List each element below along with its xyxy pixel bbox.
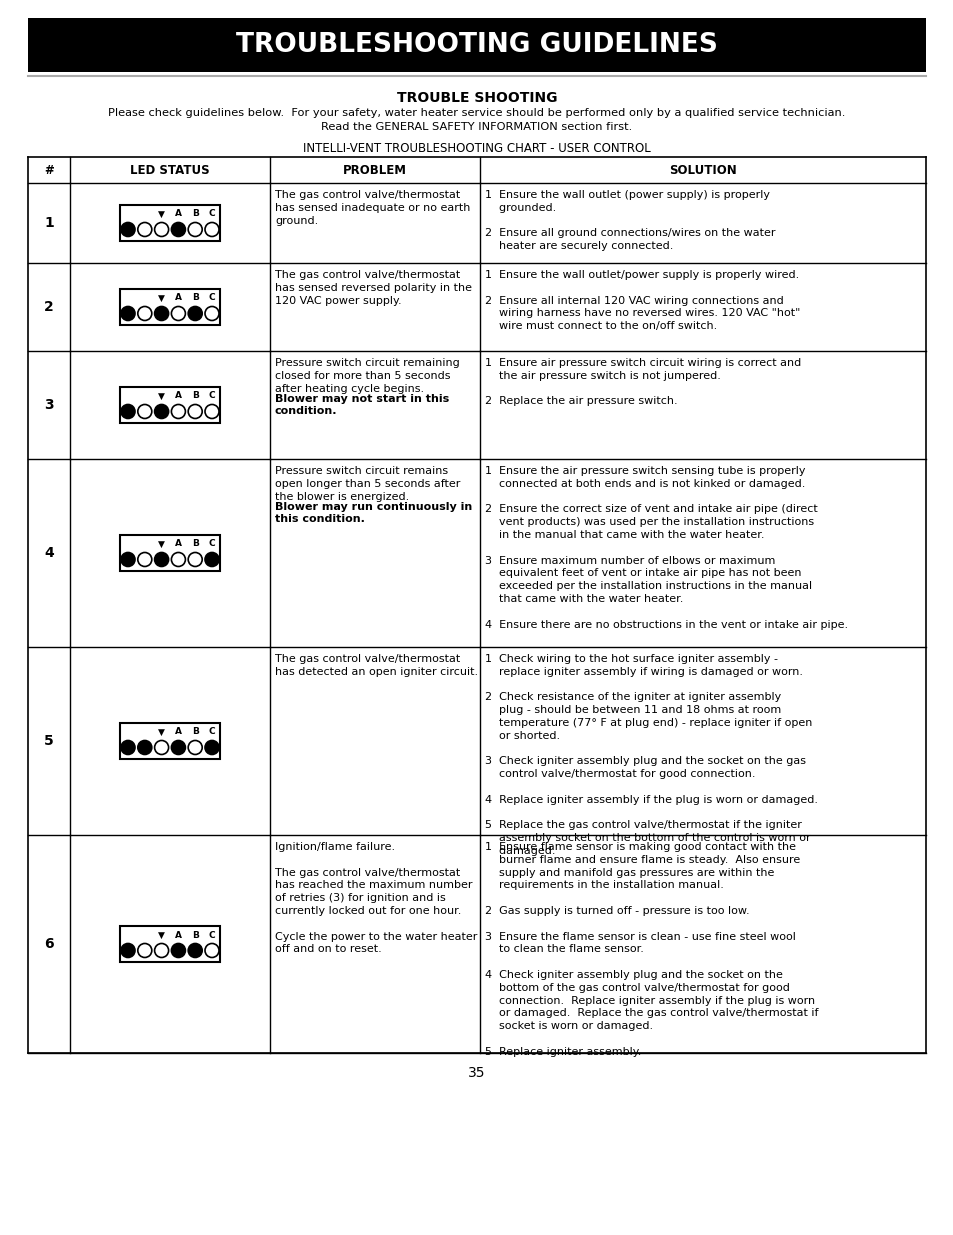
Text: C: C — [209, 540, 215, 548]
Circle shape — [137, 222, 152, 236]
Text: LED STATUS: LED STATUS — [130, 163, 210, 177]
Text: B: B — [192, 930, 198, 940]
Text: ▼: ▼ — [158, 294, 165, 303]
Text: C: C — [209, 391, 215, 400]
Circle shape — [172, 944, 185, 957]
Text: 35: 35 — [468, 1066, 485, 1079]
Text: PROBLEM: PROBLEM — [343, 163, 407, 177]
Circle shape — [205, 405, 219, 419]
Text: TROUBLESHOOTING GUIDELINES: TROUBLESHOOTING GUIDELINES — [235, 32, 718, 58]
Text: INTELLI-VENT TROUBLESHOOTING CHART - USER CONTROL: INTELLI-VENT TROUBLESHOOTING CHART - USE… — [303, 142, 650, 156]
Text: C: C — [209, 210, 215, 219]
Circle shape — [188, 944, 202, 957]
Circle shape — [188, 552, 202, 567]
Circle shape — [172, 741, 185, 755]
Circle shape — [205, 552, 219, 567]
Text: SOLUTION: SOLUTION — [668, 163, 736, 177]
Bar — [28, 19, 925, 72]
Text: ▼: ▼ — [158, 210, 165, 219]
Text: 1  Ensure the wall outlet/power supply is properly wired.

2  Ensure all interna: 1 Ensure the wall outlet/power supply is… — [484, 270, 800, 331]
Circle shape — [154, 552, 169, 567]
Circle shape — [205, 222, 219, 236]
Circle shape — [121, 552, 135, 567]
Text: Please check guidelines below.  For your safety, water heater service should be : Please check guidelines below. For your … — [109, 107, 844, 119]
Circle shape — [172, 306, 185, 320]
Circle shape — [137, 741, 152, 755]
Circle shape — [137, 944, 152, 957]
Circle shape — [205, 944, 219, 957]
Circle shape — [121, 222, 135, 236]
Text: C: C — [209, 294, 215, 303]
Circle shape — [154, 741, 169, 755]
Circle shape — [121, 944, 135, 957]
Text: ▼: ▼ — [158, 540, 165, 548]
Text: 1  Ensure the air pressure switch sensing tube is properly
    connected at both: 1 Ensure the air pressure switch sensing… — [484, 466, 847, 630]
Text: The gas control valve/thermostat
has sensed inadequate or no earth
ground.: The gas control valve/thermostat has sen… — [274, 190, 470, 226]
Circle shape — [137, 552, 152, 567]
Text: #: # — [44, 163, 53, 177]
Circle shape — [154, 306, 169, 320]
Circle shape — [137, 405, 152, 419]
Text: The gas control valve/thermostat
has detected an open igniter circuit.: The gas control valve/thermostat has det… — [274, 655, 477, 677]
Bar — [120, 926, 220, 962]
Bar — [120, 387, 220, 424]
Text: 1  Ensure flame sensor is making good contact with the
    burner flame and ensu: 1 Ensure flame sensor is making good con… — [484, 842, 818, 1057]
Text: A: A — [174, 391, 182, 400]
Text: 2: 2 — [44, 300, 53, 314]
Text: Pressure switch circuit remaining
closed for more than 5 seconds
after heating c: Pressure switch circuit remaining closed… — [274, 358, 459, 394]
Text: A: A — [174, 540, 182, 548]
Text: B: B — [192, 294, 198, 303]
Text: 1  Check wiring to the hot surface igniter assembly -
    replace igniter assemb: 1 Check wiring to the hot surface ignite… — [484, 655, 817, 856]
Circle shape — [205, 741, 219, 755]
Text: 1: 1 — [44, 216, 53, 230]
Bar — [120, 289, 220, 325]
Bar — [120, 535, 220, 571]
Text: 1  Ensure air pressure switch circuit wiring is correct and
    the air pressure: 1 Ensure air pressure switch circuit wir… — [484, 358, 801, 406]
Circle shape — [121, 405, 135, 419]
Text: 6: 6 — [44, 937, 53, 951]
Circle shape — [188, 222, 202, 236]
Text: 5: 5 — [44, 734, 53, 748]
Text: A: A — [174, 294, 182, 303]
Circle shape — [154, 405, 169, 419]
Circle shape — [121, 306, 135, 320]
Text: C: C — [209, 930, 215, 940]
Text: B: B — [192, 727, 198, 736]
Circle shape — [188, 405, 202, 419]
Text: Pressure switch circuit remains
open longer than 5 seconds after
the blower is e: Pressure switch circuit remains open lon… — [274, 466, 460, 501]
Text: ▼: ▼ — [158, 391, 165, 400]
Text: 1  Ensure the wall outlet (power supply) is properly
    grounded.

2  Ensure al: 1 Ensure the wall outlet (power supply) … — [484, 190, 775, 251]
Text: A: A — [174, 930, 182, 940]
Circle shape — [188, 306, 202, 320]
Text: Blower may not start in this
condition.: Blower may not start in this condition. — [274, 394, 449, 416]
Circle shape — [172, 405, 185, 419]
Text: Read the GENERAL SAFETY INFORMATION section first.: Read the GENERAL SAFETY INFORMATION sect… — [321, 122, 632, 132]
Circle shape — [172, 222, 185, 236]
Bar — [120, 205, 220, 241]
Text: B: B — [192, 210, 198, 219]
Circle shape — [188, 741, 202, 755]
Circle shape — [154, 222, 169, 236]
Text: ▼: ▼ — [158, 727, 165, 736]
Text: Ignition/flame failure.

The gas control valve/thermostat
has reached the maximu: Ignition/flame failure. The gas control … — [274, 842, 476, 955]
Circle shape — [205, 306, 219, 320]
Bar — [120, 722, 220, 760]
Text: B: B — [192, 391, 198, 400]
Text: C: C — [209, 727, 215, 736]
Circle shape — [121, 741, 135, 755]
Text: 4: 4 — [44, 546, 53, 559]
Text: A: A — [174, 210, 182, 219]
Text: B: B — [192, 540, 198, 548]
Circle shape — [137, 306, 152, 320]
Text: 3: 3 — [44, 398, 53, 412]
Text: Blower may run continuously in
this condition.: Blower may run continuously in this cond… — [274, 501, 472, 525]
Text: A: A — [174, 727, 182, 736]
Circle shape — [154, 944, 169, 957]
Text: The gas control valve/thermostat
has sensed reversed polarity in the
120 VAC pow: The gas control valve/thermostat has sen… — [274, 270, 472, 305]
Text: TROUBLE SHOOTING: TROUBLE SHOOTING — [396, 91, 557, 105]
Text: ▼: ▼ — [158, 930, 165, 940]
Circle shape — [172, 552, 185, 567]
